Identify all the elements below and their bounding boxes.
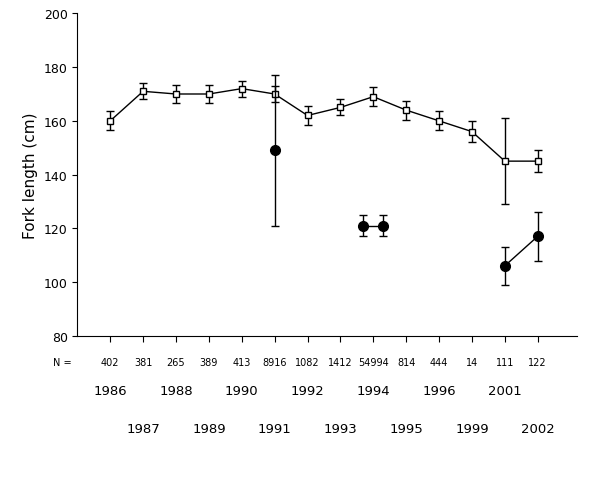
Text: 402: 402 — [101, 358, 120, 368]
Text: 122: 122 — [528, 358, 547, 368]
Text: 1412: 1412 — [328, 358, 353, 368]
Text: 1999: 1999 — [455, 422, 488, 435]
Text: 1996: 1996 — [422, 384, 456, 397]
Text: 413: 413 — [233, 358, 251, 368]
Text: 1989: 1989 — [192, 422, 226, 435]
Text: 54994: 54994 — [358, 358, 389, 368]
Text: 8916: 8916 — [262, 358, 287, 368]
Text: 1993: 1993 — [324, 422, 357, 435]
Text: 2001: 2001 — [488, 384, 522, 397]
Text: 1988: 1988 — [159, 384, 193, 397]
Text: 1994: 1994 — [356, 384, 390, 397]
Text: 1990: 1990 — [225, 384, 259, 397]
Text: 444: 444 — [430, 358, 448, 368]
Text: 1991: 1991 — [258, 422, 292, 435]
Text: 1986: 1986 — [93, 384, 127, 397]
Text: 1992: 1992 — [290, 384, 324, 397]
Text: 814: 814 — [397, 358, 415, 368]
Text: 1987: 1987 — [126, 422, 160, 435]
Text: 1995: 1995 — [389, 422, 423, 435]
Text: 14: 14 — [466, 358, 478, 368]
Text: 2002: 2002 — [521, 422, 555, 435]
Text: 381: 381 — [134, 358, 152, 368]
Text: 389: 389 — [200, 358, 218, 368]
Text: 1082: 1082 — [295, 358, 320, 368]
Y-axis label: Fork length (cm): Fork length (cm) — [23, 112, 38, 238]
Text: 111: 111 — [496, 358, 514, 368]
Text: 265: 265 — [167, 358, 185, 368]
Text: N =: N = — [53, 358, 71, 368]
